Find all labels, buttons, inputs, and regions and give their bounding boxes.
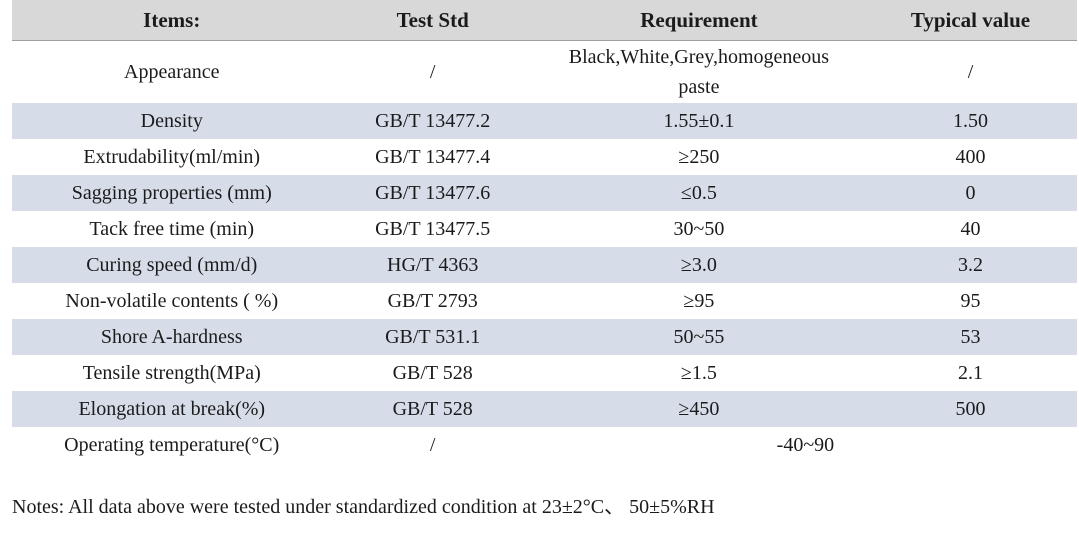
header-row: Items: Test Std Requirement Typical valu… <box>12 0 1077 41</box>
cell-typical: 1.50 <box>863 103 1077 139</box>
cell-requirement: ≥250 <box>678 145 720 168</box>
cell-typical: 400 <box>955 145 986 168</box>
spec-table-header: Items: Test Std Requirement Typical valu… <box>12 0 1077 41</box>
cell-test-std: / <box>429 61 436 83</box>
cell-requirement: 1.55±0.1 <box>533 103 864 139</box>
table-row: Appearance / Black,White,Grey,homogeneous … <box>12 41 1077 104</box>
column-header-requirement: Requirement <box>533 0 864 41</box>
cell-requirement: ≥95 <box>683 289 715 312</box>
table-row: Tack free time (min) GB/T 13477.5 30~50 40 <box>12 211 1077 247</box>
cell-requirement: ≥450 <box>533 391 864 427</box>
cell-requirement: ≥1.5 <box>680 361 717 384</box>
table-row: Non-volatile contents ( %) GB/T 2793 ≥95 95 <box>12 283 1077 319</box>
cell-test-std: GB/T 13477.6 <box>331 175 534 211</box>
table-row: Density GB/T 13477.2 1.55±0.1 1.50 <box>12 103 1077 139</box>
column-header-items: Items: <box>12 0 332 41</box>
cell-item: Elongation at break(%) <box>12 391 332 427</box>
cell-item: Non-volatile contents ( %) <box>65 289 279 312</box>
column-header-test-std: Test Std <box>331 0 534 41</box>
cell-test-std: HG/T 4363 <box>331 247 534 283</box>
cell-item: Operating temperature(°C) <box>64 433 280 456</box>
cell-typical: 500 <box>863 391 1077 427</box>
cell-typical: 3.2 <box>863 247 1077 283</box>
cell-requirement-text: Black,White,Grey,homogeneous paste <box>568 46 830 98</box>
cell-test-std: GB/T 531.1 <box>331 319 534 355</box>
table-row: Operating temperature(°C) / -40~90 <box>12 427 1077 463</box>
cell-item: Sagging properties (mm) <box>12 175 332 211</box>
spec-table-body: Appearance / Black,White,Grey,homogeneous … <box>12 41 1077 464</box>
cell-typical: 40 <box>960 217 981 240</box>
notes-text: Notes: All data above were tested under … <box>12 496 715 518</box>
cell-test-std: GB/T 528 <box>331 391 534 427</box>
cell-test-std: GB/T 13477.5 <box>375 217 491 240</box>
cell-requirement: Black,White,Grey,homogeneous paste <box>534 41 864 104</box>
cell-test-std: GB/T 13477.4 <box>375 145 491 168</box>
cell-test-std: GB/T 2793 <box>387 289 478 312</box>
cell-typical: 95 <box>960 289 981 312</box>
cell-requirement: 50~55 <box>533 319 864 355</box>
cell-requirement: ≤0.5 <box>533 175 864 211</box>
table-row: Extrudability(ml/min) GB/T 13477.4 ≥250 400 <box>12 139 1077 175</box>
cell-item: Curing speed (mm/d) <box>12 247 332 283</box>
cell-requirement: ≥3.0 <box>533 247 864 283</box>
column-header-typical-value: Typical value <box>863 0 1077 41</box>
cell-typical: 2.1 <box>957 361 983 384</box>
cell-requirement: -40~90 <box>776 433 835 456</box>
table-row: Tensile strength(MPa) GB/T 528 ≥1.5 2.1 <box>12 355 1077 391</box>
cell-test-std: GB/T 13477.2 <box>331 103 534 139</box>
cell-item: Extrudability(ml/min) <box>83 145 261 168</box>
table-row: Shore A-hardness GB/T 531.1 50~55 53 <box>12 319 1077 355</box>
cell-item: Shore A-hardness <box>12 319 332 355</box>
cell-test-std: / <box>429 433 436 456</box>
cell-test-std: GB/T 528 <box>392 361 473 384</box>
cell-typical: 53 <box>863 319 1077 355</box>
cell-typical: / <box>967 61 974 83</box>
cell-typical: 0 <box>863 175 1077 211</box>
cell-item: Density <box>12 103 332 139</box>
cell-requirement: 30~50 <box>673 217 725 240</box>
table-row: Elongation at break(%) GB/T 528 ≥450 500 <box>12 391 1077 427</box>
cell-item: Tack free time (min) <box>89 217 255 240</box>
spec-table: Items: Test Std Requirement Typical valu… <box>12 0 1077 463</box>
cell-item: Tensile strength(MPa) <box>82 361 261 384</box>
table-row: Curing speed (mm/d) HG/T 4363 ≥3.0 3.2 <box>12 247 1077 283</box>
table-row: Sagging properties (mm) GB/T 13477.6 ≤0.5 0 <box>12 175 1077 211</box>
cell-item: Appearance <box>124 61 220 83</box>
